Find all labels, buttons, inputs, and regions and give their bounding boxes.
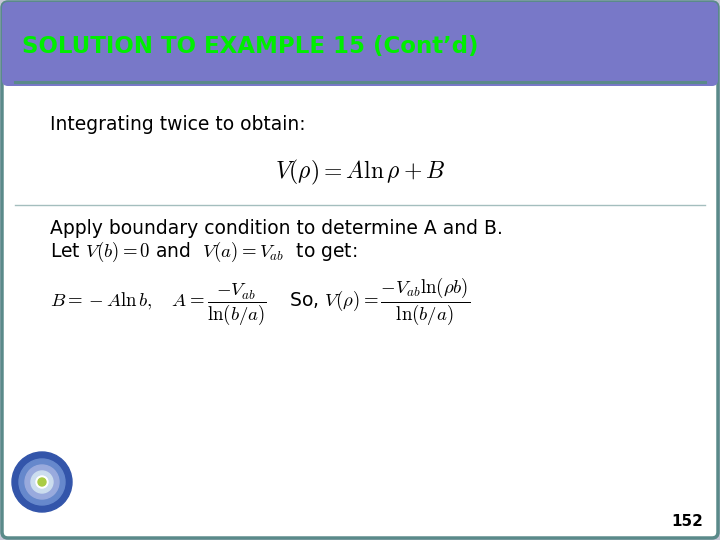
- Circle shape: [12, 452, 72, 512]
- Text: Integrating twice to obtain:: Integrating twice to obtain:: [50, 116, 305, 134]
- Text: SOLUTION TO EXAMPLE 15 (Cont’d): SOLUTION TO EXAMPLE 15 (Cont’d): [22, 36, 479, 58]
- Circle shape: [36, 476, 48, 488]
- Circle shape: [31, 471, 53, 493]
- Circle shape: [38, 478, 46, 486]
- Text: 152: 152: [671, 515, 703, 530]
- Circle shape: [19, 459, 65, 505]
- Text: $V(\rho)= A\ln\rho + B$: $V(\rho)= A\ln\rho + B$: [275, 158, 445, 186]
- Text: Apply boundary condition to determine A and B.: Apply boundary condition to determine A …: [50, 219, 503, 238]
- Circle shape: [25, 465, 59, 499]
- FancyBboxPatch shape: [2, 2, 718, 86]
- Text: Let $V(b) = 0$ and  $V(a) = V_{ab}$  to get:: Let $V(b) = 0$ and $V(a) = V_{ab}$ to ge…: [50, 240, 357, 264]
- Bar: [8, 40, 712, 80]
- Text: $B = -A\ln b, \quad A = \dfrac{-V_{ab}}{\ln(b/a)}$$\quad$ So, $V(\rho)=\dfrac{-V: $B = -A\ln b, \quad A = \dfrac{-V_{ab}}{…: [50, 276, 470, 328]
